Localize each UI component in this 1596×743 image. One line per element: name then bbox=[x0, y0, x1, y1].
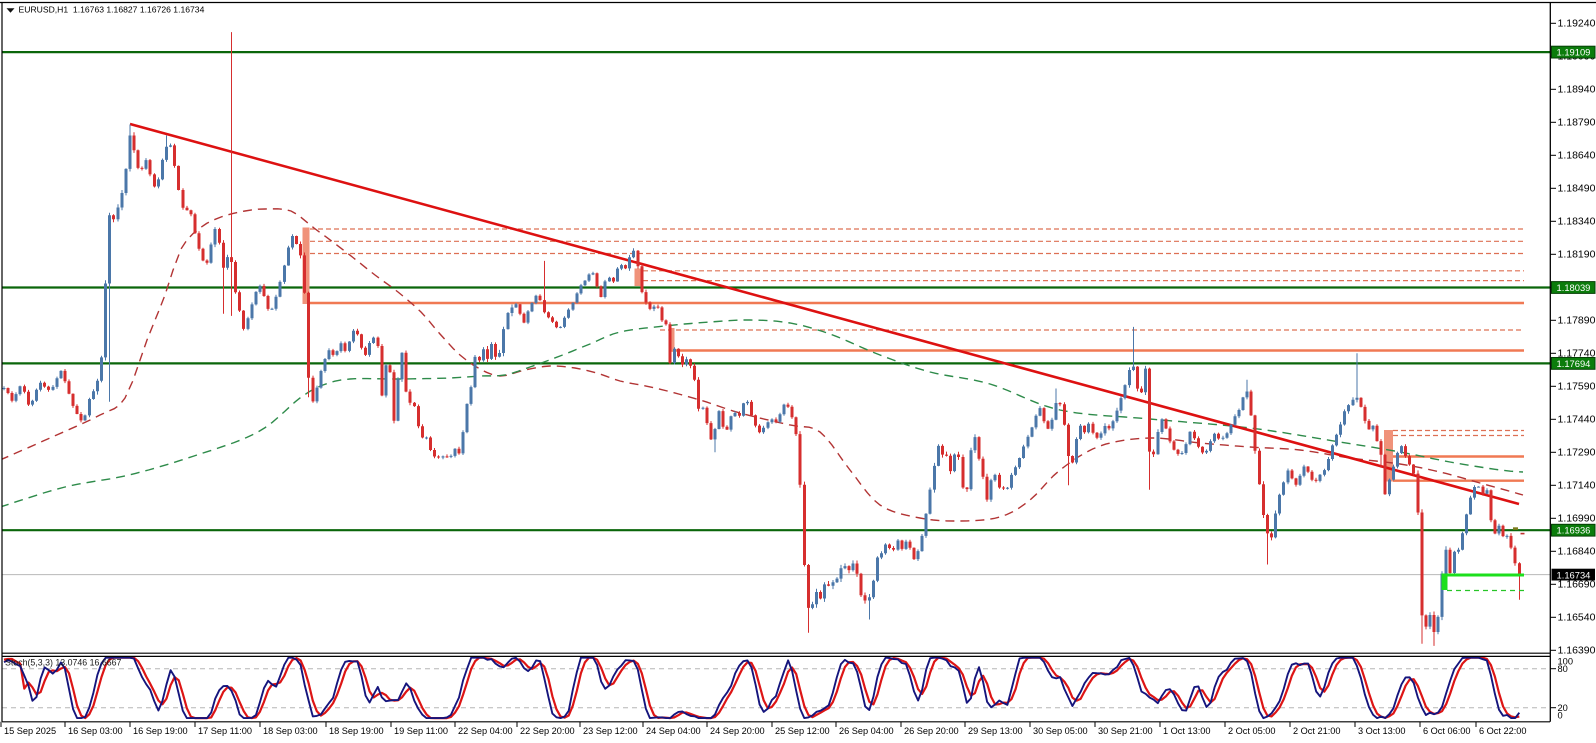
svg-text:6 Oct 06:00: 6 Oct 06:00 bbox=[1423, 726, 1471, 736]
svg-text:1.17740: 1.17740 bbox=[1558, 348, 1596, 360]
svg-text:1.16990: 1.16990 bbox=[1558, 513, 1596, 525]
svg-text:1.17140: 1.17140 bbox=[1558, 480, 1596, 492]
svg-text:1.18490: 1.18490 bbox=[1558, 183, 1596, 195]
svg-text:1.19109: 1.19109 bbox=[1557, 47, 1591, 58]
svg-text:1.17440: 1.17440 bbox=[1558, 414, 1596, 426]
svg-text:3 Oct 13:00: 3 Oct 13:00 bbox=[1358, 726, 1406, 736]
svg-text:1.18640: 1.18640 bbox=[1558, 150, 1596, 162]
svg-text:23 Sep 12:00: 23 Sep 12:00 bbox=[583, 726, 638, 736]
svg-text:1.18340: 1.18340 bbox=[1558, 216, 1596, 228]
svg-text:26 Sep 04:00: 26 Sep 04:00 bbox=[839, 726, 894, 736]
svg-text:18 Sep 03:00: 18 Sep 03:00 bbox=[263, 726, 318, 736]
svg-text:1.17694: 1.17694 bbox=[1557, 358, 1591, 369]
svg-text:22 Sep 20:00: 22 Sep 20:00 bbox=[520, 726, 575, 736]
svg-text:1.16390: 1.16390 bbox=[1558, 645, 1596, 657]
svg-text:30 Sep 21:00: 30 Sep 21:00 bbox=[1098, 726, 1153, 736]
svg-text:17 Sep 11:00: 17 Sep 11:00 bbox=[198, 726, 252, 736]
svg-text:1.16690: 1.16690 bbox=[1558, 579, 1596, 591]
svg-text:26 Sep 20:00: 26 Sep 20:00 bbox=[904, 726, 959, 736]
svg-text:16 Sep 03:00: 16 Sep 03:00 bbox=[68, 726, 123, 736]
svg-text:1.16936: 1.16936 bbox=[1557, 525, 1591, 536]
svg-text:1.16840: 1.16840 bbox=[1558, 546, 1596, 558]
svg-text:15 Sep 2025: 15 Sep 2025 bbox=[4, 726, 56, 736]
svg-text:1.17290: 1.17290 bbox=[1558, 447, 1596, 459]
svg-text:2 Oct 21:00: 2 Oct 21:00 bbox=[1293, 726, 1341, 736]
svg-text:1.18940: 1.18940 bbox=[1558, 84, 1596, 96]
svg-text:1.16540: 1.16540 bbox=[1558, 612, 1596, 624]
svg-text:1.18190: 1.18190 bbox=[1558, 249, 1596, 261]
svg-text:80: 80 bbox=[1558, 664, 1568, 674]
svg-text:100: 100 bbox=[1558, 656, 1574, 666]
svg-text:1.17590: 1.17590 bbox=[1558, 381, 1596, 393]
svg-text:2 Oct 05:00: 2 Oct 05:00 bbox=[1228, 726, 1276, 736]
svg-text:1.19240: 1.19240 bbox=[1558, 18, 1596, 30]
svg-text:EURUSD,H1 1.16763 1.16827 1.1: EURUSD,H1 1.16763 1.16827 1.16726 1.1673… bbox=[19, 5, 205, 15]
svg-text:1.18039: 1.18039 bbox=[1557, 282, 1591, 293]
svg-text:1.18790: 1.18790 bbox=[1558, 117, 1596, 129]
svg-text:29 Sep 13:00: 29 Sep 13:00 bbox=[968, 726, 1023, 736]
svg-text:18 Sep 19:00: 18 Sep 19:00 bbox=[329, 726, 384, 736]
svg-text:6 Oct 22:00: 6 Oct 22:00 bbox=[1479, 726, 1527, 736]
svg-text:24 Sep 04:00: 24 Sep 04:00 bbox=[646, 726, 701, 736]
svg-text:0: 0 bbox=[1558, 711, 1563, 721]
svg-text:1.17890: 1.17890 bbox=[1558, 315, 1596, 327]
svg-text:19 Sep 11:00: 19 Sep 11:00 bbox=[394, 726, 448, 736]
svg-text:22 Sep 04:00: 22 Sep 04:00 bbox=[458, 726, 513, 736]
svg-text:1 Oct 13:00: 1 Oct 13:00 bbox=[1163, 726, 1211, 736]
svg-text:20: 20 bbox=[1558, 703, 1568, 713]
svg-text:16 Sep 19:00: 16 Sep 19:00 bbox=[133, 726, 188, 736]
svg-text:1.16734: 1.16734 bbox=[1557, 569, 1591, 580]
svg-text:30 Sep 05:00: 30 Sep 05:00 bbox=[1033, 726, 1088, 736]
svg-text:25 Sep 12:00: 25 Sep 12:00 bbox=[775, 726, 830, 736]
svg-text:24 Sep 20:00: 24 Sep 20:00 bbox=[710, 726, 765, 736]
svg-text:Stoch(5,3,3) 13.0746 16.6667: Stoch(5,3,3) 13.0746 16.6667 bbox=[5, 658, 122, 668]
